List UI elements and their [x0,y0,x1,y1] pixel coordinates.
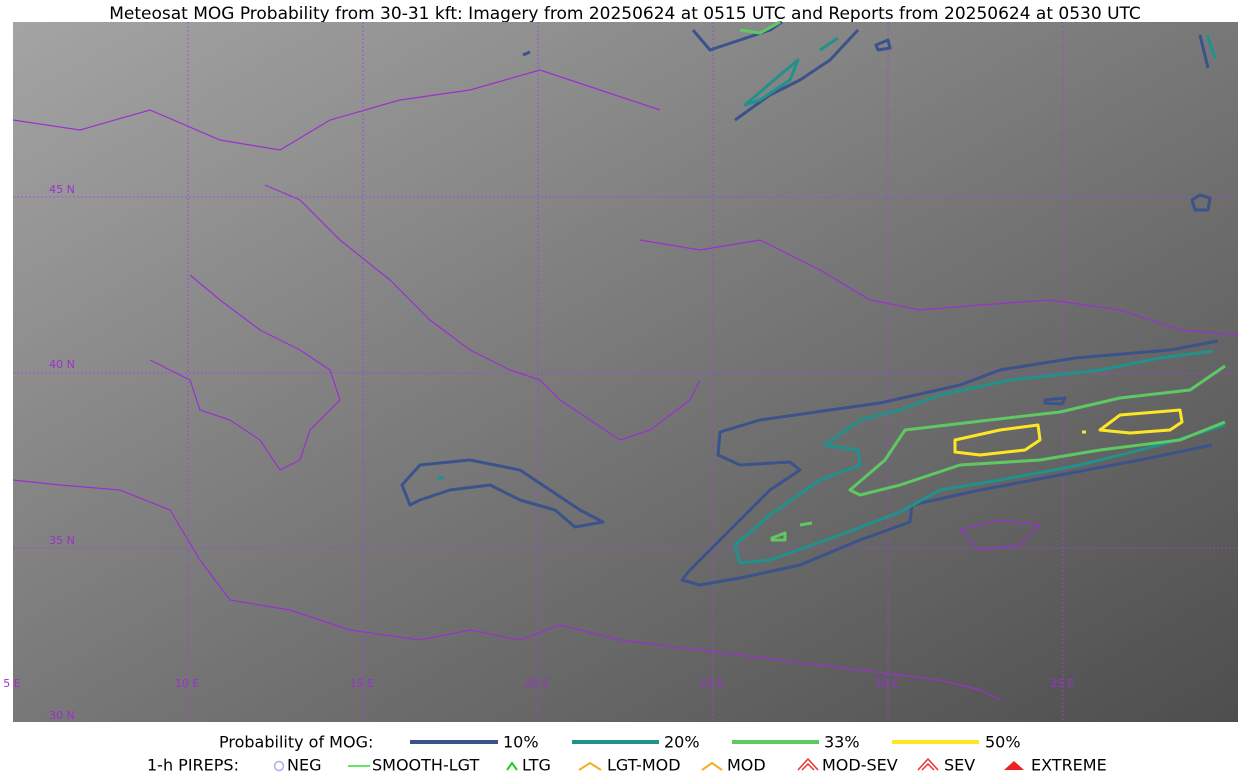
pirep-symbol [273,760,285,772]
coastline [264,184,701,441]
title: Meteosat MOG Probability from 30-31 kft:… [109,4,1141,24]
contour-50 [953,408,1184,457]
pirep-symbol [701,761,723,771]
map: 45 N 40 N 35 N 30 N 5 E 10 E 15 E 20 E 2… [3,20,1239,722]
contour-10 [400,396,1067,529]
longitude-label: 25 E [700,677,724,690]
longitude-label: 30 E [875,677,899,690]
longitude-label: 35 E [1050,677,1074,690]
coastline [639,239,1239,336]
latitude-label: 35 N [49,534,75,547]
latitude-label: 40 N [49,358,75,371]
pirep-symbol [578,761,602,771]
pirep-symbol [1004,761,1024,770]
pirep-symbol [917,757,939,771]
legend-label: LGT-MOD [607,756,681,775]
pirep-symbol [506,761,518,771]
graticule [13,22,1238,722]
contour-20 [733,349,1226,565]
legend-label: LTG [522,756,551,775]
coastlines [12,69,1239,701]
longitude-label: 15 E [350,677,374,690]
legend-label: SEV [944,756,975,775]
legend-label: 33% [824,733,860,752]
contour-33 [770,364,1226,542]
latitude-label: 30 N [49,709,75,722]
latitude-label: 45 N [49,183,75,196]
coastline [12,479,1001,701]
pirep-symbol [797,757,819,771]
legend-label: NEG [287,756,321,775]
contour-33 [739,20,781,35]
contour-10 [680,339,1219,587]
legend-label: MOD [727,756,766,775]
legend-title: 1-h PIREPS: [147,756,239,775]
legend-label: EXTREME [1031,756,1107,775]
border [12,69,661,151]
contour-10 [522,20,1212,212]
contours [400,20,1226,587]
satellite-image [13,22,1238,722]
longitude-label: 5 E [3,677,20,690]
legend-label: 20% [664,733,700,752]
legend-label: 10% [503,733,539,752]
coastline [149,274,341,471]
longitude-label: 20 E [525,677,549,690]
legend-label: MOD-SEV [822,756,898,775]
legend-label: SMOOTH-LGT [372,756,479,775]
coastline [958,519,1042,551]
legend-title: Probability of MOG: [219,733,373,752]
legend-label: 50% [985,733,1021,752]
longitude-label: 10 E [175,677,199,690]
contour-20 [437,34,1217,480]
legend: Probability of MOG: 10% 20% 33% 50% 1-h … [147,733,1107,775]
